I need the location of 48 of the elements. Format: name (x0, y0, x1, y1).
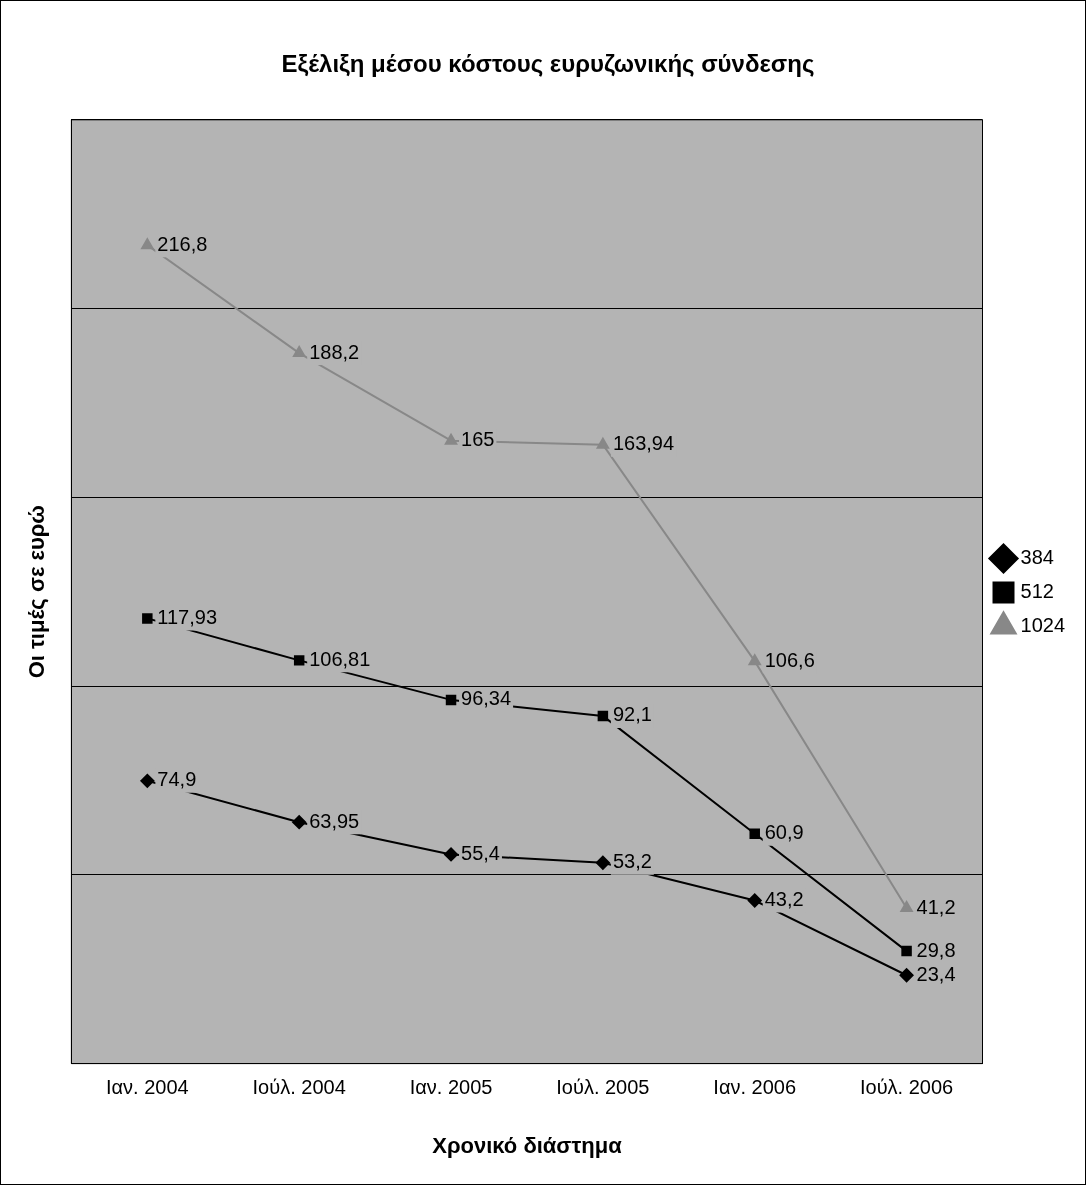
data-label: 106,6 (764, 648, 815, 671)
y-axis-title: Οι τιμές σε ευρώ (24, 505, 50, 679)
legend-label: 512 (1020, 580, 1054, 603)
data-label: 74,9 (157, 768, 197, 791)
x-tick-label: Ιούλ. 2005 (556, 1076, 650, 1099)
point (595, 855, 610, 870)
point (444, 847, 459, 862)
data-label: 92,1 (612, 703, 652, 726)
data-label: 163,94 (612, 432, 675, 455)
point (293, 655, 305, 666)
point (292, 346, 306, 358)
data-label: 117,93 (157, 605, 218, 628)
data-label: 188,2 (309, 340, 360, 363)
x-tick-label: Ιούλ. 2006 (859, 1076, 954, 1099)
data-label: 60,9 (764, 821, 804, 844)
data-label: 96,34 (461, 687, 512, 710)
point (900, 901, 913, 913)
legend-label: 1024 (1020, 614, 1066, 637)
data-label: 29,8 (916, 938, 956, 961)
x-axis-title: Χρονικό διάστημα (432, 1132, 623, 1158)
point (899, 968, 914, 983)
data-label: 63,95 (309, 809, 360, 832)
point (141, 238, 154, 250)
data-label: 55,4 (461, 841, 500, 864)
point (140, 773, 155, 788)
data-label: 53,2 (612, 850, 652, 873)
x-tick-label: Ιαν. 2004 (105, 1076, 189, 1099)
point (142, 613, 153, 624)
point (445, 694, 457, 706)
x-tick-label: Ιαν. 2006 (713, 1076, 797, 1099)
point (596, 437, 610, 449)
point (444, 433, 458, 445)
x-tick-label: Ιούλ. 2004 (252, 1076, 346, 1099)
data-label: 165 (461, 428, 495, 451)
point (748, 654, 761, 666)
data-label: 43,2 (764, 888, 804, 911)
data-label: 41,2 (916, 895, 956, 918)
x-tick-label: Ιαν. 2005 (409, 1076, 493, 1099)
point (597, 710, 609, 722)
point (901, 945, 912, 957)
point (749, 828, 760, 839)
chart-title: Εξέλιξη μέσου κόστους ευρυζωνικής σύνδεσης (281, 50, 815, 78)
point (292, 815, 307, 830)
data-label: 216,8 (157, 232, 208, 255)
data-label: 23,4 (916, 962, 956, 985)
legend-label: 384 (1020, 546, 1054, 569)
point (747, 893, 762, 908)
data-label: 106,81 (309, 647, 371, 670)
